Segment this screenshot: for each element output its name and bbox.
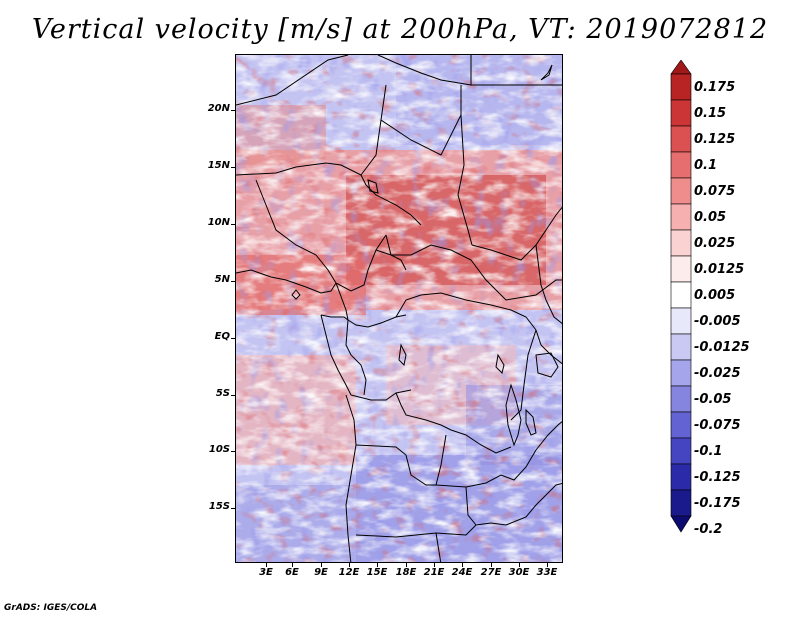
colorbar-swatch: [670, 307, 692, 335]
colorbar-label: -0.075: [694, 418, 741, 433]
colorbar-label: -0.05: [694, 392, 732, 407]
colorbar-swatch: [670, 515, 692, 533]
colorbar-swatch: [670, 255, 692, 283]
colorbar-label: 0.1: [694, 158, 718, 173]
lon-label-33e: 33E: [536, 567, 558, 578]
colorbar-swatch: [670, 489, 692, 517]
colorbar-swatch: [670, 60, 692, 75]
lon-label-9e: 9E: [314, 567, 328, 578]
colorbar-swatch: [670, 385, 692, 413]
lon-label-27e: 27E: [480, 567, 502, 578]
colorbar-label: 0.075: [694, 184, 736, 199]
colorbar-label: -0.2: [694, 522, 723, 537]
colorbar-label: 0.175: [694, 80, 736, 95]
lat-label-eq: EQ: [214, 331, 230, 342]
lat-label-20n: 20N: [207, 103, 230, 114]
lon-label-18e: 18E: [395, 567, 417, 578]
lon-label-3e: 3E: [259, 567, 273, 578]
colorbar-swatch: [670, 203, 692, 231]
colorbar-swatch: [670, 333, 692, 361]
colorbar-label: -0.005: [694, 314, 741, 329]
colorbar-label: -0.125: [694, 470, 741, 485]
lat-label-15s: 15S: [208, 501, 230, 512]
colorbar: [670, 60, 692, 533]
colorbar-label: 0.005: [694, 288, 736, 303]
colorbar-swatch: [670, 151, 692, 179]
colorbar-swatch: [670, 437, 692, 465]
lon-label-21e: 21E: [423, 567, 445, 578]
colorbar-swatch: [670, 99, 692, 127]
colorbar-label: 0.0125: [694, 262, 745, 277]
plot-title: Vertical velocity [m/s] at 200hPa, VT: 2…: [31, 14, 769, 45]
lon-label-15e: 15E: [366, 567, 388, 578]
colorbar-swatch: [670, 411, 692, 439]
lat-label-10n: 10N: [207, 217, 230, 228]
lon-label-6e: 6E: [285, 567, 299, 578]
colorbar-swatch: [670, 359, 692, 387]
lon-label-30e: 30E: [508, 567, 530, 578]
map-canvas: [236, 55, 562, 562]
lat-label-10s: 10S: [208, 444, 230, 455]
lat-label-5s: 5S: [215, 388, 230, 399]
country-borders: [236, 55, 562, 562]
colorbar-label: -0.1: [694, 444, 723, 459]
footer-credit: GrADS: IGES/COLA: [4, 603, 98, 613]
lat-label-15n: 15N: [207, 160, 230, 171]
colorbar-swatch: [670, 281, 692, 309]
colorbar-label: 0.15: [694, 106, 727, 121]
colorbar-label: 0.05: [694, 210, 727, 225]
colorbar-label: -0.0125: [694, 340, 750, 355]
lon-label-24e: 24E: [451, 567, 473, 578]
colorbar-label: 0.125: [694, 132, 736, 147]
colorbar-swatch: [670, 125, 692, 153]
vertical-velocity-map[interactable]: [235, 54, 563, 563]
colorbar-swatch: [670, 73, 692, 101]
colorbar-swatch: [670, 463, 692, 491]
colorbar-swatch: [670, 177, 692, 205]
lon-label-12e: 12E: [338, 567, 360, 578]
colorbar-label: -0.175: [694, 496, 741, 511]
colorbar-label: -0.025: [694, 366, 741, 381]
lat-label-5n: 5N: [214, 274, 230, 285]
colorbar-swatch: [670, 229, 692, 257]
colorbar-label: 0.025: [694, 236, 736, 251]
